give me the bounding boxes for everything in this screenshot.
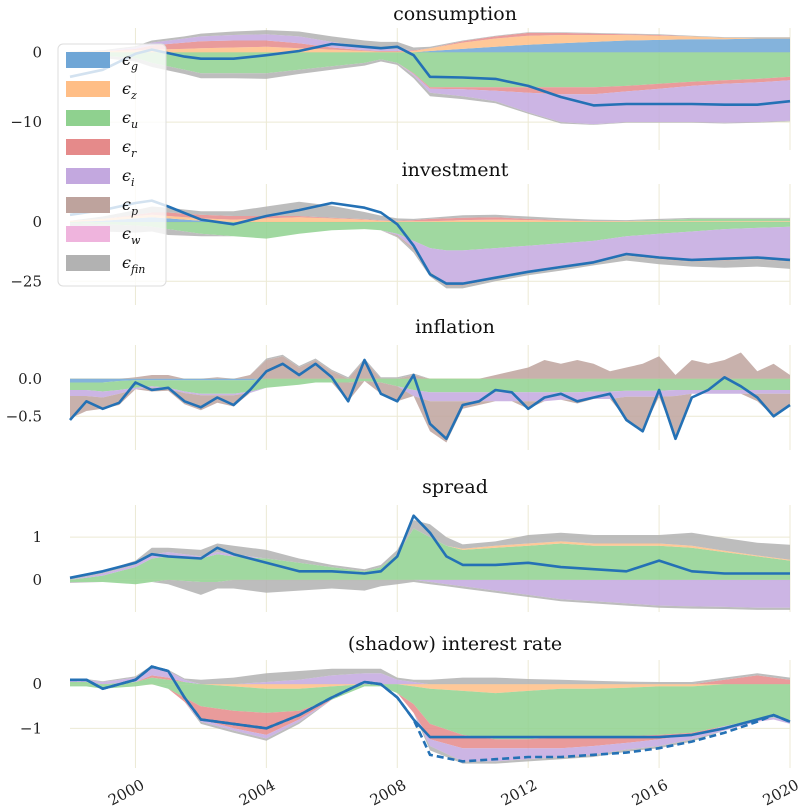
x-tick-label: 2004 (236, 776, 278, 808)
legend-label-g: ϵg (122, 50, 138, 73)
legend-symbol: ϵ (122, 108, 131, 127)
legend-label-w: ϵw (122, 224, 141, 247)
area-pos-r (70, 32, 790, 52)
y-tick-label: 0 (32, 43, 42, 61)
legend-swatch-w (66, 226, 110, 242)
panel-3: 0 1 spread (32, 476, 791, 612)
legend-swatch-g (66, 52, 110, 68)
panel-title: investment (402, 159, 509, 181)
legend-swatch-i (66, 168, 110, 184)
area-neg-u (70, 222, 790, 251)
legend-label-fin: ϵfin (122, 253, 145, 276)
legend-symbol: ϵ (122, 137, 131, 156)
area-neg-fin (70, 579, 790, 610)
panel-title: inflation (415, 316, 495, 338)
panel-title: consumption (393, 3, 517, 25)
y-tick-label: −0.5 (6, 407, 42, 425)
legend-label-i: ϵi (122, 166, 135, 189)
area-neg-i (70, 223, 790, 284)
y-tick-label: 0 (32, 675, 42, 693)
legend-symbol: ϵ (122, 195, 131, 214)
area-neg-p (70, 381, 790, 443)
area-neg-z (70, 684, 790, 694)
legend-symbol: ϵ (122, 224, 131, 243)
series-line (69, 358, 791, 441)
y-tick-label: 0 (32, 213, 42, 231)
x-tick-label: 2016 (629, 776, 671, 808)
legend-symbol: ϵ (122, 79, 131, 98)
area-pos-u (70, 528, 790, 580)
area-pos-fin (70, 665, 790, 685)
area-neg-i (70, 53, 790, 125)
y-tick-label: −1 (20, 719, 42, 737)
y-tick-label: 1 (32, 528, 42, 546)
legend-label-z: ϵz (122, 79, 137, 102)
legend-swatch-z (66, 81, 110, 97)
legend-symbol: ϵ (122, 253, 131, 272)
panel-4: 0 −1 (shadow) interest rate (20, 633, 791, 768)
area-neg-i (70, 684, 790, 762)
series-line (69, 42, 791, 107)
legend-label-u: ϵu (122, 108, 138, 131)
panels-layer: 0−10consumption0−25investment0.0−0.5infl… (6, 3, 791, 768)
panel-title: spread (422, 476, 488, 498)
legend-subscript: z (130, 89, 137, 102)
legend-box (57, 43, 167, 287)
area-pos-fin (70, 201, 790, 222)
area-pos-u (70, 212, 790, 222)
legend-swatch-p (66, 197, 110, 213)
x-axis: 2000 2004 2008 2012 2016 2020 (105, 776, 799, 808)
legend-subscript: i (131, 176, 135, 189)
x-tick-label: 2012 (498, 776, 540, 808)
legend-swatch-r (66, 139, 110, 155)
panel-2: 0.0 −0.5 inflation (6, 316, 791, 450)
area-pos-r (70, 212, 790, 222)
area-pos-fin (70, 30, 790, 52)
legend-subscript: r (131, 147, 137, 160)
panel-title: (shadow) interest rate (348, 633, 562, 655)
area-pos-p (70, 352, 790, 379)
legend-subscript: fin (130, 263, 145, 276)
y-tick-label: −10 (10, 113, 42, 131)
area-pos-z (70, 35, 790, 53)
legend-subscript: u (131, 118, 138, 131)
area-pos-r (70, 675, 790, 685)
legend-symbol: ϵ (122, 166, 131, 185)
legend-symbol: ϵ (122, 50, 131, 69)
panel-0: 0 −10 consumption (10, 3, 791, 150)
area-neg-u (70, 52, 790, 88)
area-pos-g (70, 38, 790, 53)
area-pos-i (70, 32, 790, 52)
x-tick-label: 2000 (105, 776, 147, 808)
area-neg-fin (70, 684, 790, 764)
x-tick-label: 2008 (367, 776, 409, 808)
legend-swatch-u (66, 110, 110, 126)
legend-subscript: p (131, 205, 138, 218)
y-tick-label: −25 (10, 272, 42, 290)
area-neg-u (70, 579, 790, 585)
y-tick-label: 0.0 (18, 370, 42, 388)
series-line (69, 199, 791, 285)
area-neg-g (70, 378, 790, 383)
series-line (69, 514, 790, 580)
series-line (70, 665, 791, 739)
area-pos-i (70, 528, 790, 580)
legend-subscript: g (131, 60, 138, 73)
legend-subscript: w (131, 234, 141, 247)
y-tick-label: 0 (32, 571, 42, 589)
area-pos-u (70, 677, 790, 685)
area-neg-u (70, 684, 790, 740)
legend-swatch-fin (66, 255, 110, 271)
legend-label-p: ϵp (122, 195, 138, 218)
x-tick-label: 2020 (760, 776, 799, 808)
legend-label-r: ϵr (122, 137, 137, 160)
area-neg-i (70, 579, 790, 608)
